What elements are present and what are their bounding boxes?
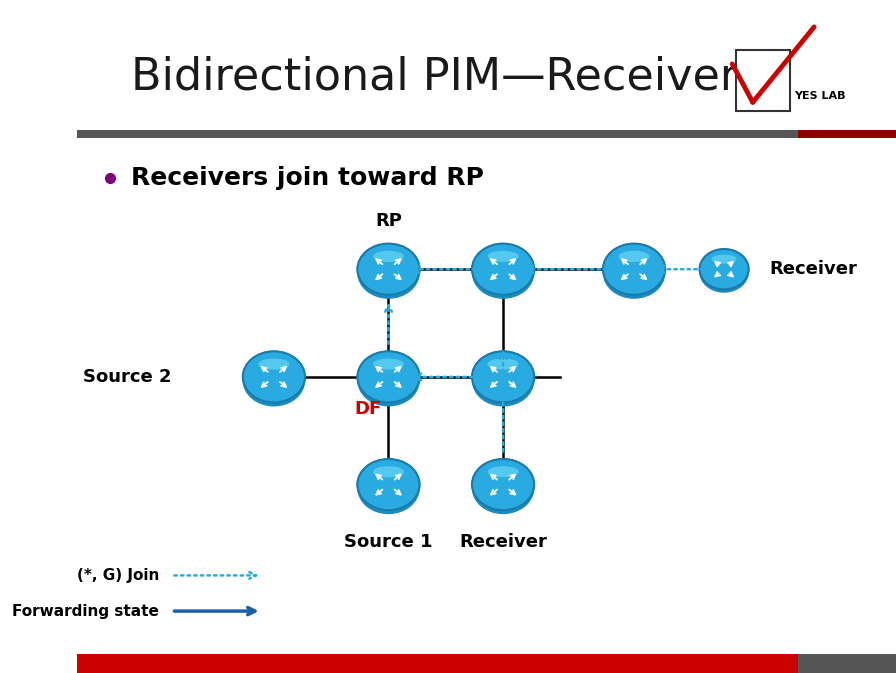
Bar — [797, 130, 896, 138]
Text: YES LAB: YES LAB — [794, 91, 845, 100]
Circle shape — [358, 463, 419, 513]
Text: Receiver: Receiver — [769, 260, 857, 278]
Circle shape — [603, 244, 665, 295]
Bar — [797, 654, 896, 673]
Circle shape — [700, 252, 748, 292]
Circle shape — [358, 355, 419, 406]
Text: Forwarding state: Forwarding state — [13, 604, 159, 618]
Circle shape — [472, 248, 534, 298]
Circle shape — [472, 355, 534, 406]
Circle shape — [358, 244, 419, 295]
Circle shape — [243, 351, 305, 402]
Text: (*, G) Join: (*, G) Join — [77, 568, 159, 583]
Circle shape — [472, 459, 534, 510]
Text: Bidirectional PIM—Receivers: Bidirectional PIM—Receivers — [131, 56, 761, 99]
Text: Receiver: Receiver — [459, 533, 547, 551]
Circle shape — [472, 244, 534, 295]
Bar — [77, 130, 797, 138]
Ellipse shape — [374, 359, 403, 369]
Ellipse shape — [712, 255, 736, 263]
Circle shape — [604, 248, 665, 298]
Circle shape — [358, 248, 419, 298]
Circle shape — [472, 351, 534, 402]
Ellipse shape — [374, 252, 403, 261]
Text: DF: DF — [355, 400, 382, 417]
Ellipse shape — [374, 467, 403, 476]
Circle shape — [700, 249, 749, 289]
Bar — [737, 50, 789, 111]
Ellipse shape — [259, 359, 289, 369]
Ellipse shape — [488, 467, 518, 476]
Bar — [77, 654, 797, 673]
Ellipse shape — [619, 252, 649, 261]
Ellipse shape — [488, 252, 518, 261]
Text: Source 1: Source 1 — [344, 533, 433, 551]
Text: Receivers join toward RP: Receivers join toward RP — [131, 166, 484, 190]
Circle shape — [358, 351, 419, 402]
Circle shape — [472, 463, 534, 513]
Text: Source 2: Source 2 — [83, 368, 171, 386]
Ellipse shape — [488, 359, 518, 369]
Circle shape — [358, 459, 419, 510]
Text: RP: RP — [375, 212, 402, 229]
Circle shape — [244, 355, 305, 406]
